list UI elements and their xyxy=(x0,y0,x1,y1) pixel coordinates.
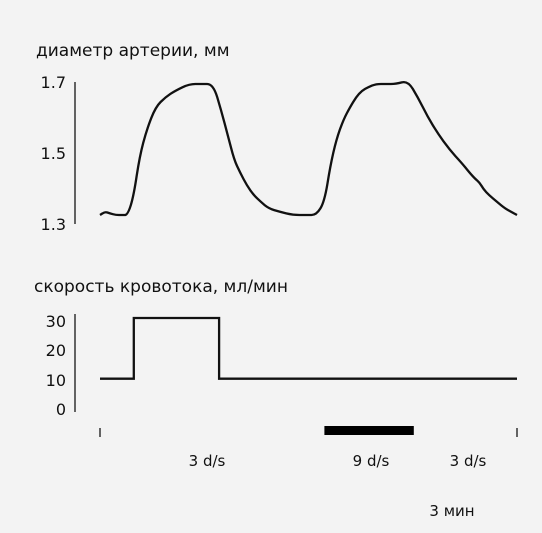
annotation-3ds-second: 3 d/s xyxy=(450,452,487,470)
bottom-chart-title: скорость кровотока, мл/мин xyxy=(34,277,288,297)
time-scale-label: 3 мин xyxy=(429,502,474,520)
top-y-tick-1-5: 1.5 xyxy=(41,144,66,163)
top-y-tick-1-3: 1.3 xyxy=(41,215,66,234)
bottom-y-tick-10: 10 xyxy=(46,371,66,390)
diameter-series-line xyxy=(99,80,518,217)
annotation-3ds-first: 3 d/s xyxy=(189,452,226,470)
annotation-9ds: 9 d/s xyxy=(353,452,390,470)
bottom-y-tick-0: 0 xyxy=(56,400,66,419)
bottom-y-tick-20: 20 xyxy=(46,341,66,360)
top-chart-title: диаметр артерии, мм xyxy=(36,41,230,61)
top-y-tick-1-7: 1.7 xyxy=(41,73,66,92)
bottom-y-tick-30: 30 xyxy=(46,312,66,331)
stimulus-bar xyxy=(324,426,414,435)
flow-series-line xyxy=(100,316,517,380)
